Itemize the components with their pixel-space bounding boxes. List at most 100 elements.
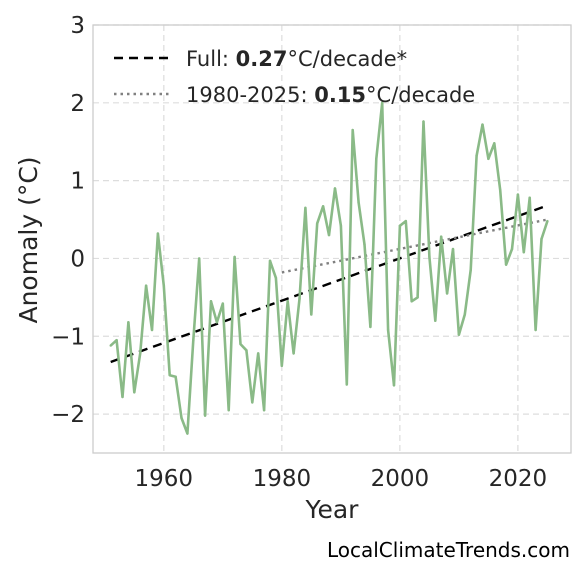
data-point-1958 (150, 328, 154, 332)
data-point-1956 (139, 352, 142, 355)
data-point-1954 (127, 321, 130, 324)
legend-recent-suffix: °C/decade (366, 83, 475, 107)
x-tick-label-2020: 2020 (489, 466, 548, 492)
data-point-2005 (428, 255, 431, 259)
data-point-1987 (321, 205, 325, 208)
data-point-2004 (422, 120, 425, 123)
x-axis-title: Year (305, 495, 360, 524)
data-point-1975 (251, 401, 254, 404)
data-point-2018 (504, 263, 508, 266)
data-point-2013 (475, 154, 478, 157)
data-point-2006 (434, 319, 437, 322)
data-point-2023 (534, 328, 537, 332)
data-point-2022 (528, 196, 531, 199)
data-point-2025 (546, 219, 549, 223)
trend-line-full (110, 204, 548, 364)
data-point-2000 (398, 224, 402, 227)
data-point-1988 (327, 233, 331, 237)
data-point-1951 (109, 344, 112, 347)
data-point-1966 (198, 257, 201, 260)
data-point-2007 (439, 235, 443, 238)
y-tick-label-4: 2 (70, 91, 85, 117)
data-point-1989 (333, 187, 337, 190)
data-point-1994 (363, 243, 366, 246)
data-point-2016 (493, 142, 496, 145)
data-point-1965 (192, 338, 195, 342)
y-axis-ticks: −2 −1 0 1 2 3 (51, 13, 85, 428)
data-point-1955 (133, 391, 136, 394)
data-point-1985 (310, 313, 313, 316)
data-point-2002 (410, 300, 413, 303)
data-point-2001 (404, 219, 407, 223)
data-point-2021 (522, 251, 525, 254)
legend-label-full: Full: 0.27°C/decade* (186, 47, 407, 71)
x-tick-label-1960: 1960 (135, 466, 194, 492)
data-point-2003 (416, 296, 419, 299)
data-point-1991 (345, 383, 348, 386)
trend-lines (110, 204, 548, 364)
data-point-2012 (469, 268, 472, 272)
data-point-1969 (215, 321, 219, 324)
data-point-2024 (540, 237, 543, 241)
data-point-1997 (380, 101, 384, 105)
data-point-2017 (498, 188, 502, 192)
data-point-2015 (487, 157, 490, 161)
data-point-1977 (262, 409, 266, 412)
y-tick-label-0: −2 (51, 402, 85, 428)
data-point-2008 (445, 292, 449, 295)
legend-full-suffix: °C/decade* (288, 47, 408, 71)
data-point-1953 (121, 395, 124, 399)
data-point-1982 (292, 352, 295, 355)
data-point-1959 (156, 232, 160, 235)
legend-recent-value: 0.15 (314, 83, 366, 107)
data-point-1963 (180, 416, 183, 420)
data-point-2010 (457, 333, 461, 336)
data-point-1972 (233, 255, 236, 259)
data-point-1996 (375, 157, 378, 161)
data-point-2019 (510, 247, 514, 251)
data-point-1984 (304, 206, 307, 210)
trend-line-recent (281, 218, 548, 274)
y-tick-label-5: 3 (70, 13, 85, 39)
data-point-1978 (268, 259, 272, 262)
data-point-2011 (463, 313, 466, 316)
data-point-1970 (221, 302, 225, 305)
data-point-1962 (174, 375, 177, 378)
data-point-1999 (392, 384, 396, 387)
data-point-2009 (451, 247, 455, 251)
data-point-1961 (168, 373, 171, 377)
plot-frame (92, 24, 572, 454)
legend-label-recent: 1980-2025: 0.15°C/decade (186, 83, 475, 107)
data-point-1993 (357, 201, 360, 204)
data-point-1980 (280, 364, 284, 368)
data-point-1995 (369, 325, 372, 329)
data-point-1992 (351, 128, 354, 132)
data-point-1960 (162, 284, 166, 287)
x-tick-label-1980: 1980 (253, 466, 312, 492)
data-point-1986 (316, 222, 319, 225)
y-tick-label-1: −1 (51, 324, 85, 350)
data-point-1968 (209, 300, 213, 303)
data-point-1952 (115, 338, 118, 342)
data-point-1971 (227, 409, 230, 412)
data-point-1998 (386, 328, 390, 332)
legend-full-prefix: Full: (186, 47, 236, 71)
data-point-1973 (239, 342, 242, 346)
data-point-1983 (298, 297, 301, 301)
x-axis-ticks: 1960 1980 2000 2020 (135, 466, 548, 492)
data-point-1974 (245, 349, 248, 352)
data-point-1957 (144, 284, 148, 287)
legend-full-value: 0.27 (236, 47, 288, 71)
data-point-1981 (286, 300, 289, 303)
data-point-1990 (339, 224, 343, 227)
data-point-2020 (516, 193, 520, 196)
series-lines (109, 101, 549, 435)
data-point-1967 (203, 414, 207, 417)
y-tick-label-2: 0 (70, 246, 85, 272)
y-axis-title: Anomaly (°C) (14, 156, 43, 323)
legend-recent-prefix: 1980-2025: (186, 83, 314, 107)
data-point-1976 (257, 352, 260, 355)
x-tick-label-2000: 2000 (371, 466, 430, 492)
data-point-1964 (186, 432, 189, 435)
